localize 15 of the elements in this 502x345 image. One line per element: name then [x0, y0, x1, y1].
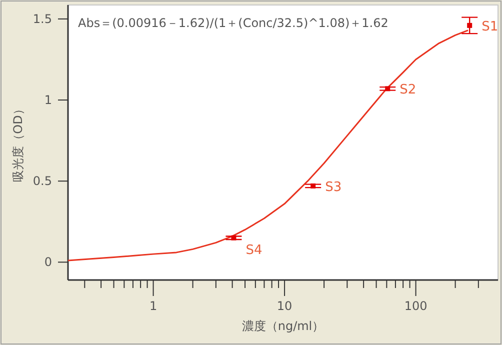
y-tick-label: 1 — [44, 93, 52, 108]
y-axis-title: 吸光度（OD） — [11, 103, 25, 182]
x-tick-label: 10 — [276, 299, 292, 313]
text: Abs＝(0.00916－1.62)/(1＋(Conc/32.5)^1.08)＋1.62 — [78, 16, 388, 30]
x-tick-label: 1 — [149, 299, 158, 313]
annotation: S3 — [325, 180, 342, 195]
annotation: S4 — [246, 242, 262, 258]
annotation: S1 — [482, 19, 498, 34]
x-axis-title: 濃度（ng/ml） — [242, 319, 324, 333]
y-tick-label: 0 — [44, 255, 52, 270]
annotation: S2 — [400, 82, 416, 98]
y-tick-label: 0.5 — [32, 174, 52, 188]
y-tick-label: 1.5 — [32, 12, 52, 26]
x-tick-label: 100 — [404, 299, 428, 313]
point — [467, 22, 472, 28]
